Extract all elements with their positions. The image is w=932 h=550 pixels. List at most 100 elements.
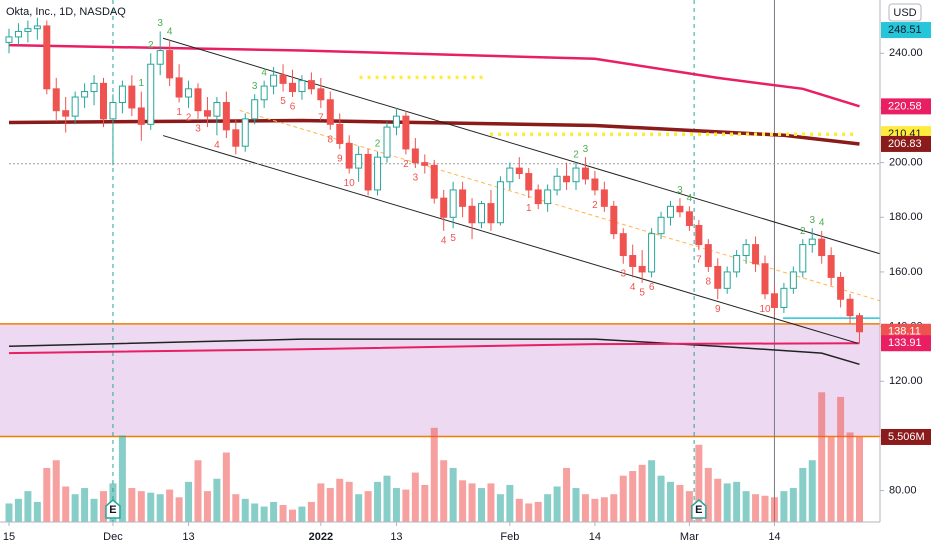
candle-body xyxy=(581,167,589,180)
volume-bar xyxy=(846,432,854,522)
candle-body xyxy=(525,173,533,191)
candle-body xyxy=(355,153,363,169)
volume-bar xyxy=(704,467,712,522)
sequence-number: 3 xyxy=(252,81,258,92)
candle-body xyxy=(648,233,656,273)
volume-bar xyxy=(563,467,571,522)
earnings-label: E xyxy=(109,504,116,516)
candle-body xyxy=(638,265,646,273)
volume-bar xyxy=(685,491,693,522)
sequence-number: 8 xyxy=(328,134,334,145)
candle-body xyxy=(430,164,438,199)
candle-body xyxy=(761,263,769,295)
volume-bar xyxy=(251,503,259,522)
volume-bar xyxy=(733,481,741,522)
volume-bar xyxy=(14,498,22,522)
volume-bar xyxy=(544,494,552,522)
sequence-number: 8 xyxy=(706,277,712,288)
candle-body xyxy=(52,88,60,112)
price-mark-box xyxy=(881,135,931,152)
sequence-number: 6 xyxy=(649,282,655,293)
candle-body xyxy=(317,88,325,101)
volume-bar xyxy=(345,481,353,522)
candle-body xyxy=(118,85,126,103)
volume-bar xyxy=(837,396,845,522)
candle-body xyxy=(100,82,107,120)
y-tick-label: 160.00 xyxy=(889,266,923,278)
volume-bar xyxy=(856,436,863,522)
volume-bar xyxy=(808,460,816,522)
y-tick-label: 240.00 xyxy=(889,47,923,59)
volume-bar xyxy=(355,494,363,522)
candle-body xyxy=(402,115,410,150)
volume-bar xyxy=(62,486,70,522)
candle-body xyxy=(572,167,580,183)
sequence-number: 9 xyxy=(715,304,721,315)
sequence-number: 7 xyxy=(318,113,324,124)
earnings-label: E xyxy=(695,504,702,516)
candle-body xyxy=(563,175,571,183)
overlay-line xyxy=(8,342,860,355)
price-mark-label: 206.83 xyxy=(888,138,922,150)
candle-body xyxy=(704,244,712,267)
x-tick-label: Mar xyxy=(680,531,699,543)
overlay-line xyxy=(8,43,860,108)
volume-bar xyxy=(553,486,561,522)
axis-layer: 240.00220.00200.00180.00160.00140.00120.… xyxy=(3,22,931,543)
volume-bar xyxy=(156,494,164,522)
sequence-number: 2 xyxy=(403,159,409,170)
candle-body xyxy=(742,244,750,257)
volume-bar xyxy=(515,498,523,522)
candle-body xyxy=(780,287,788,308)
volume-bar xyxy=(203,491,211,522)
volume-bar xyxy=(478,488,485,522)
price-mark-label: 138.11 xyxy=(888,326,921,338)
volume-bar xyxy=(449,467,457,522)
price-mark-box xyxy=(881,335,931,352)
candle-body xyxy=(591,178,599,191)
volume-bar xyxy=(487,483,495,522)
volume-bar xyxy=(534,501,542,522)
price-mark-label: 220.58 xyxy=(888,100,922,112)
candle-body xyxy=(90,82,98,93)
price-mark-label: 248.51 xyxy=(888,24,922,36)
volume-bar xyxy=(185,481,193,522)
volume-bar xyxy=(241,498,249,522)
volume-bar xyxy=(638,464,646,522)
candle-body xyxy=(232,129,240,147)
volume-bar xyxy=(581,494,589,522)
candle-body xyxy=(109,101,117,120)
candle-body xyxy=(657,216,665,235)
volume-bar xyxy=(232,494,240,522)
sequence-number: 10 xyxy=(759,304,771,315)
sequence-number: 3 xyxy=(195,124,201,135)
volume-bar xyxy=(761,495,769,522)
sequence-number: 6 xyxy=(290,102,296,113)
sequence-number: 3 xyxy=(620,268,626,279)
volume-bar xyxy=(260,506,268,522)
y-tick-label: 80.00 xyxy=(889,484,917,496)
volume-bar xyxy=(307,501,315,522)
volume-bar xyxy=(496,494,504,522)
sequence-number: 4 xyxy=(214,140,220,151)
volume-bar xyxy=(118,435,126,522)
volume-bar xyxy=(723,483,731,522)
candle-body xyxy=(478,203,485,224)
sequence-number: 4 xyxy=(167,26,173,37)
volume-bar xyxy=(166,489,174,522)
volume-bar xyxy=(742,491,750,522)
volume-bar xyxy=(676,484,684,522)
volume-bar xyxy=(5,503,13,522)
sequence-number: 4 xyxy=(687,193,693,204)
candle-body xyxy=(203,110,211,117)
volume-bar xyxy=(43,467,51,522)
candle-body xyxy=(81,91,89,98)
sequence-number: 3 xyxy=(413,173,419,184)
volume-bar xyxy=(667,481,674,522)
volume-bar xyxy=(326,488,334,522)
candle-body xyxy=(789,271,797,289)
sequence-number: 9 xyxy=(337,154,343,165)
